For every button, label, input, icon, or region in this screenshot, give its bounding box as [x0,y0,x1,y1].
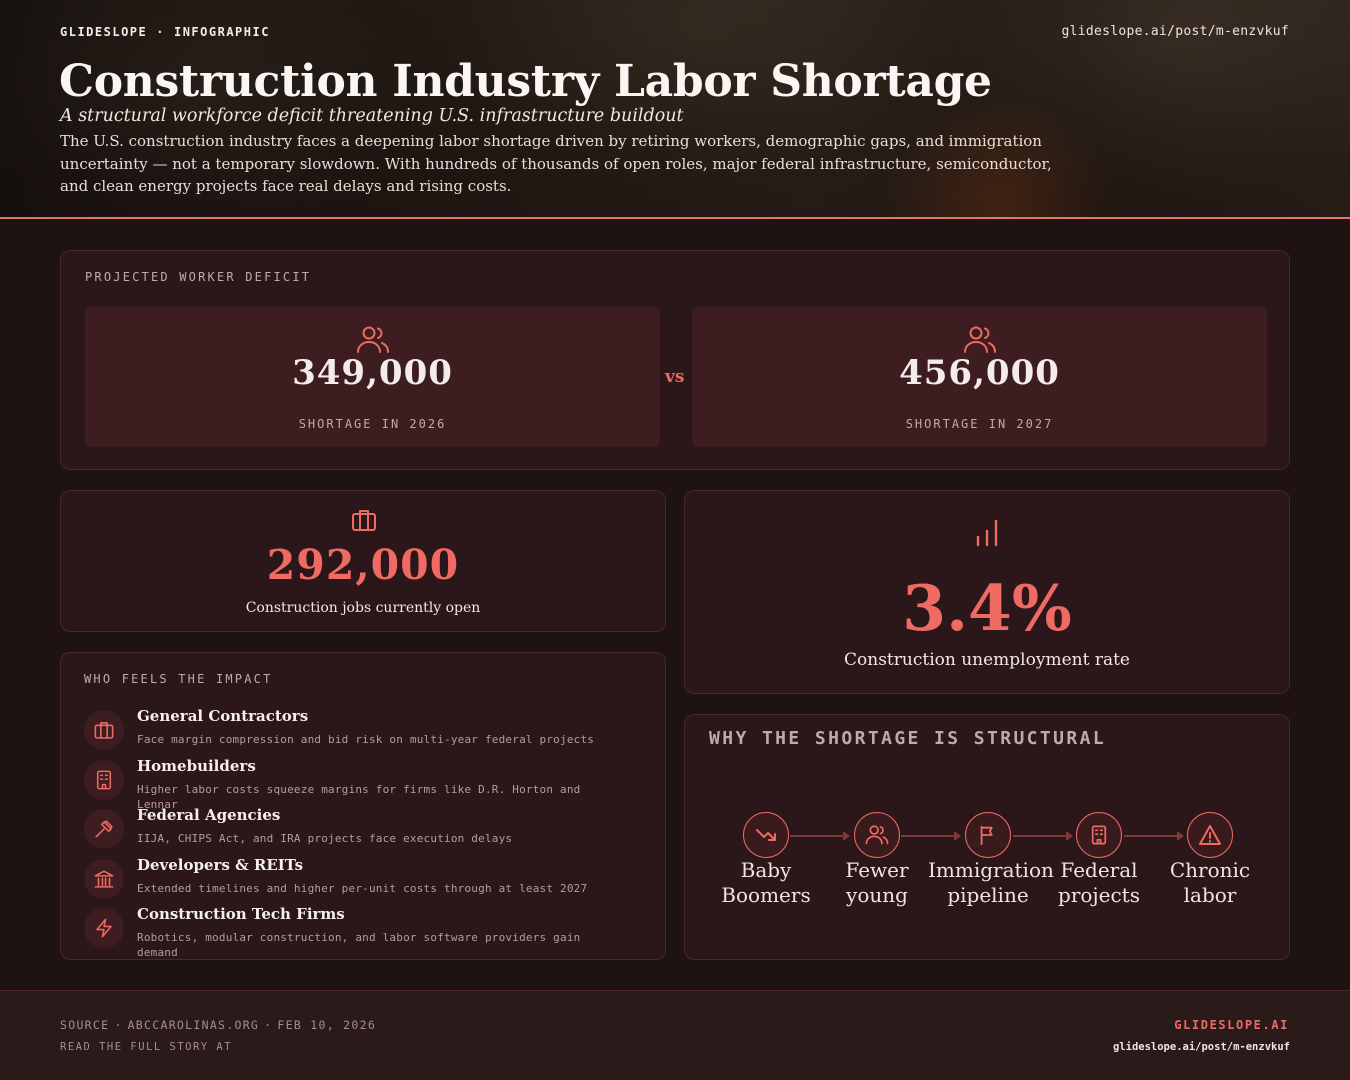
impact-desc: Extended timelines and higher per-unit c… [137,882,588,895]
vs-label: vs [665,367,685,387]
unemployment-value: 3.4% [902,571,1072,645]
header-url-link[interactable]: glideslope.ai/post/m-enzvkuf [1061,24,1289,39]
date-separator: · [264,1018,273,1032]
impact-label: WHO FEELS THE IMPACT [84,672,273,686]
brand-kind: INFOGRAPHIC [173,25,270,39]
bank-icon [84,859,124,899]
warning-icon [1187,812,1233,858]
flow-step-label: Chronic labor [1169,858,1251,907]
source-name: ABCCAROLINAS.ORG [127,1018,260,1032]
flow-step-label: Baby Boomers [721,858,811,907]
unemployment-caption: Construction unemployment rate [844,650,1130,670]
building-icon [84,760,124,800]
deficit-2027-caption: SHORTAGE IN 2027 [905,417,1054,431]
impact-desc: IIJA, CHIPS Act, and IRA projects face e… [137,832,513,845]
deficit-2026-value: 349,000 [292,353,453,393]
page-footer: SOURCE · ABCCAROLINAS.ORG · FEB 10, 2026 REA… [0,990,1350,1080]
deficit-2027-value: 456,000 [899,353,1060,393]
impact-title: Construction Tech Firms [137,905,345,923]
source-label: SOURCE [60,1018,110,1032]
footer-url-link[interactable]: glideslope.ai/post/m-enzvkuf [1112,1041,1290,1053]
flag-icon [965,812,1011,858]
flow-step-label: Immigration pipeline [928,858,1054,907]
open-jobs-card: 292,000 Construction jobs currently open [60,490,666,632]
briefcase-icon [350,506,378,534]
deficit-2026-box: 349,000 SHORTAGE IN 2026 [85,307,660,447]
deficit-2026-caption: SHORTAGE IN 2026 [298,417,447,431]
deficit-2027-box: 456,000 SHORTAGE IN 2027 [692,307,1267,447]
source-separator: · [114,1018,123,1032]
impact-card: WHO FEELS THE IMPACT General Contractors… [60,652,666,960]
impact-title: Developers & REITs [137,856,304,874]
flow-step-label: Federal projects [1058,858,1140,907]
bar-chart-icon [973,517,1003,549]
page-title: Construction Industry Labor Shortage [59,56,992,107]
brand-name: GLIDESLOPE [60,25,148,39]
page-subtitle: A structural workforce deficit threateni… [60,106,684,126]
brand-separator: · [156,25,165,39]
flow-arrow [1013,831,1073,841]
open-jobs-caption: Construction jobs currently open [245,600,481,616]
flow-arrow [790,831,850,841]
hero-header: GLIDESLOPE · INFOGRAPHIC glideslope.ai/pos… [0,0,1350,219]
flow-step-label: Fewer young [845,858,909,907]
deficit-label: PROJECTED WORKER DEFICIT [85,270,312,284]
impact-title: Homebuilders [137,757,256,775]
impact-desc: Robotics, modular construction, and labo… [137,931,581,959]
impact-desc: Face margin compression and bid risk on … [137,733,595,746]
users-icon [963,325,997,355]
open-jobs-value: 292,000 [266,541,460,589]
impact-title: Federal Agencies [137,806,281,824]
impact-desc: Higher labor costs squeeze margins for f… [137,783,581,811]
structural-label: WHY THE SHORTAGE IS STRUCTURAL [709,728,1107,749]
impact-title: General Contractors [137,707,309,725]
structural-card: WHY THE SHORTAGE IS STRUCTURAL Baby Boom… [684,714,1290,960]
users-icon [356,325,390,355]
users-icon [854,812,900,858]
source-date: FEB 10, 2026 [277,1018,377,1032]
briefcase-icon [84,710,124,750]
source-line: SOURCE · ABCCAROLINAS.ORG · FEB 10, 2026 [60,1018,376,1032]
lightning-icon [84,908,124,948]
read-more-label: READ THE FULL STORY AT [60,1041,233,1053]
building-icon [1076,812,1122,858]
brand-line: GLIDESLOPE · INFOGRAPHIC [60,25,270,39]
page-summary: The U.S. construction industry faces a d… [60,132,1052,195]
trending-down-icon [743,812,789,858]
unemployment-card: 3.4% Construction unemployment rate [684,490,1290,694]
flow-arrow [901,831,961,841]
footer-brand: GLIDESLOPE.AI [1174,1018,1289,1032]
gavel-icon [84,809,124,849]
flow-arrow [1124,831,1184,841]
worker-deficit-card: PROJECTED WORKER DEFICIT 349,000 SHORTAG… [60,250,1290,470]
